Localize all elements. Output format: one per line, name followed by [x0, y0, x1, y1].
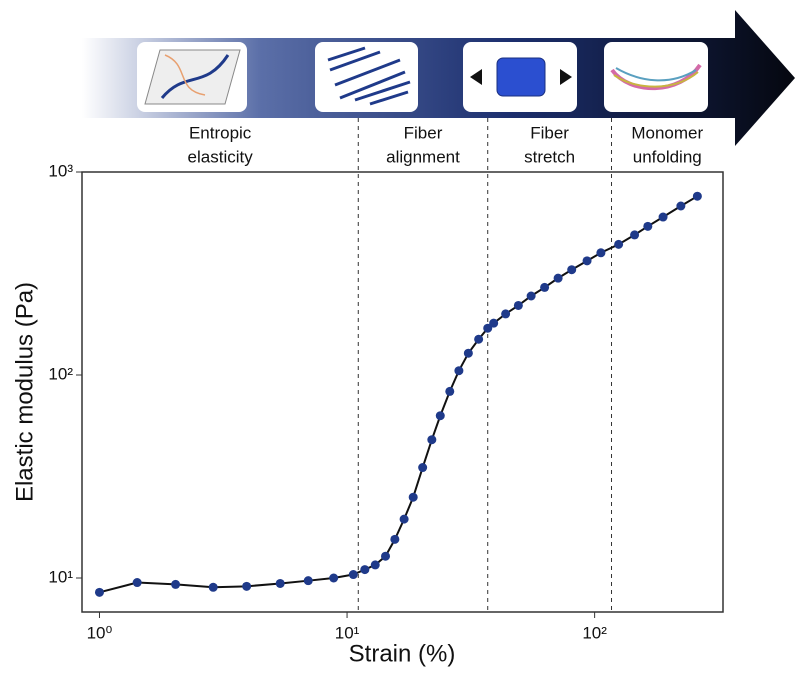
- data-point: [474, 334, 484, 344]
- data-point: [463, 348, 473, 358]
- data-point: [676, 201, 686, 211]
- data-point: [692, 191, 702, 201]
- icon-cylinder: [496, 57, 546, 97]
- icon-unfolded: [615, 67, 697, 82]
- data-point: [445, 386, 455, 396]
- data-point: [513, 300, 523, 310]
- region-label: Fiber: [404, 123, 443, 142]
- region-label: Entropic: [189, 123, 252, 142]
- data-point: [408, 492, 418, 502]
- data-point: [643, 221, 653, 231]
- data-point: [567, 265, 577, 275]
- data-point: [360, 565, 370, 575]
- data-point: [489, 318, 499, 328]
- region-label: unfolding: [633, 147, 702, 166]
- region-label: stretch: [524, 147, 575, 166]
- data-point: [435, 411, 445, 421]
- region-label: Fiber: [530, 123, 569, 142]
- data-point: [658, 212, 668, 222]
- data-point: [303, 576, 313, 586]
- data-point: [596, 248, 606, 258]
- icon-arrow: [470, 69, 482, 85]
- data-point: [483, 323, 493, 333]
- icon-box: [604, 42, 708, 112]
- banner: [82, 10, 795, 146]
- icon-arrow: [560, 69, 572, 85]
- x-tick-label: 10¹: [335, 623, 360, 642]
- data-point: [242, 581, 252, 591]
- y-tick-label: 10³: [48, 161, 73, 180]
- data-point: [94, 587, 104, 597]
- data-point: [370, 560, 380, 570]
- data-point: [630, 230, 640, 240]
- icon-unfolded: [613, 71, 699, 88]
- data-point: [614, 239, 624, 249]
- region-label: elasticity: [188, 147, 254, 166]
- data-point: [399, 514, 409, 524]
- data-point: [582, 256, 592, 266]
- data-point: [454, 366, 464, 376]
- data-point: [132, 578, 142, 588]
- x-tick-label: 10⁰: [87, 623, 113, 642]
- x-axis-label: Strain (%): [349, 640, 456, 667]
- y-tick-label: 10²: [48, 364, 73, 383]
- y-axis-label: Elastic modulus (Pa): [11, 282, 38, 502]
- icon-box: [315, 42, 418, 112]
- data-point: [427, 435, 437, 445]
- region-label: Monomer: [631, 123, 703, 142]
- data-point: [208, 582, 218, 592]
- data-point: [540, 282, 550, 292]
- data-point: [381, 551, 391, 561]
- data-point: [275, 578, 285, 588]
- region-label: alignment: [386, 147, 460, 166]
- data-point: [526, 291, 536, 301]
- data-point: [171, 579, 181, 589]
- data-point: [553, 273, 563, 283]
- data-line: [99, 195, 698, 594]
- data-point: [329, 573, 339, 583]
- plot-frame: [81, 171, 724, 613]
- data-point: [390, 534, 400, 544]
- y-tick-label: 10¹: [48, 567, 73, 586]
- icon-chain: [164, 54, 206, 96]
- icon-fibers: [327, 46, 411, 106]
- x-tick-label: 10²: [582, 623, 607, 642]
- data-point: [348, 570, 358, 580]
- data-point: [418, 463, 428, 473]
- icon-chain: [160, 54, 230, 99]
- data-point: [501, 309, 511, 319]
